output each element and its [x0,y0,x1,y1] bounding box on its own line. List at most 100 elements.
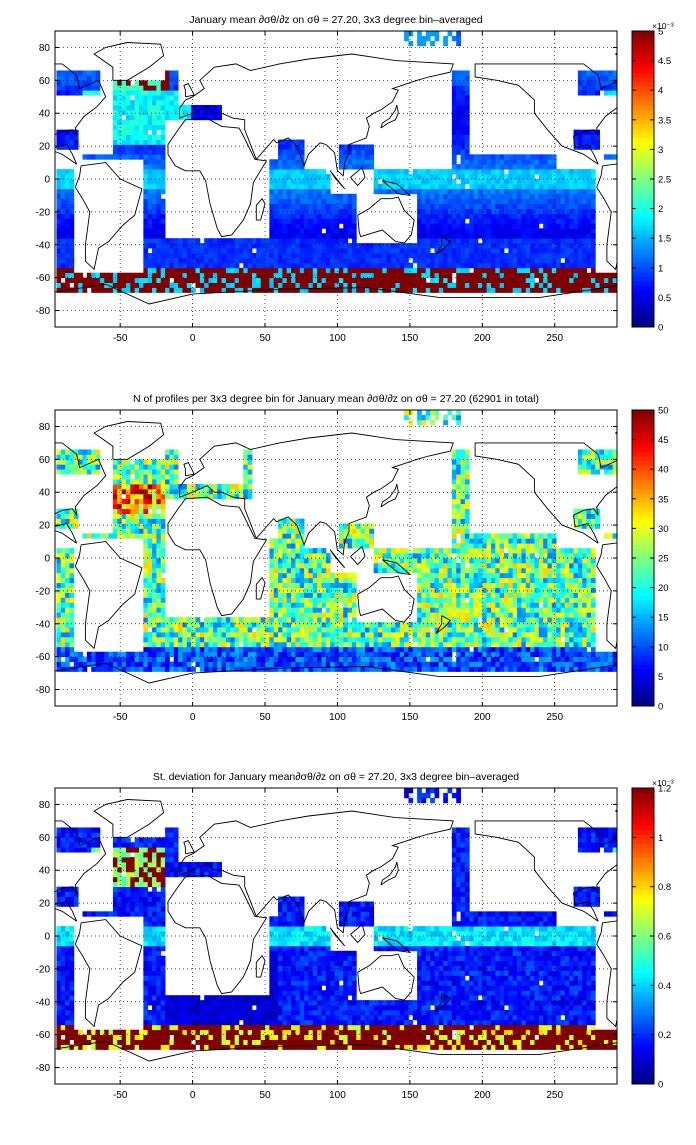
heatmap-cell [561,218,566,223]
heatmap-cell [456,283,461,288]
heatmap-cell [300,184,305,189]
heatmap-cell [143,523,148,528]
heatmap-cell [326,253,331,258]
heatmap-cell [391,657,396,662]
heatmap-cell [561,199,566,204]
heatmap-cell [69,278,74,283]
heatmap-cell [587,204,592,209]
heatmap-cell [365,622,370,627]
heatmap-cell [439,233,444,238]
heatmap-cell [96,533,101,538]
heatmap-cell [465,90,470,95]
heatmap-cell [65,607,70,612]
heatmap-cell [204,632,209,637]
heatmap-cell [456,80,461,85]
heatmap-cell [191,484,196,489]
heatmap-cell [139,667,144,672]
heatmap-cell [143,667,148,672]
heatmap-cell [78,662,83,667]
heatmap-cell [382,642,387,647]
heatmap-cell [495,154,500,159]
heatmap-cell [326,243,331,248]
heatmap-cell [456,647,461,652]
heatmap-cell [139,652,144,657]
heatmap-cell [313,223,318,228]
heatmap-cell [161,647,166,652]
heatmap-cell [313,637,318,642]
heatmap-cell [500,233,505,238]
heatmap-cell [317,622,322,627]
heatmap-cell [478,184,483,189]
heatmap-cell [130,652,135,657]
heatmap-cell [295,189,300,194]
heatmap-cell [61,449,66,454]
heatmap-cell [126,499,131,504]
heatmap-cell [243,622,248,627]
heatmap-cell [587,85,592,90]
heatmap-cell [439,632,444,637]
heatmap-cell [417,627,422,632]
heatmap-cell [278,159,283,164]
heatmap-cell [569,283,574,288]
heatmap-cell [452,115,457,120]
heatmap-cell [552,169,557,174]
heatmap-cell [461,583,466,588]
heatmap-cell [200,647,205,652]
heatmap-cell [348,662,353,667]
heatmap-cell [187,263,192,268]
heatmap-cell [378,248,383,253]
heatmap-cell [143,469,148,474]
heatmap-cell [300,657,305,662]
heatmap-cell [365,258,370,263]
heatmap-cell [196,238,201,243]
heatmap-cell [61,169,66,174]
heatmap-cell [161,563,166,568]
heatmap-cell [326,602,331,607]
heatmap-cell [291,617,296,622]
heatmap-cell [456,469,461,474]
heatmap-cell [421,253,426,258]
heatmap-cell [239,489,244,494]
heatmap-cell [482,204,487,209]
heatmap-cell [408,667,413,672]
heatmap-cell [539,209,544,214]
heatmap-cell [269,209,274,214]
heatmap-cell [404,657,409,662]
heatmap-cell [443,278,448,283]
heatmap-cell [287,548,292,553]
heatmap-cell [495,174,500,179]
heatmap-cell [148,204,153,209]
heatmap-cell [295,288,300,293]
heatmap-cell [313,199,318,204]
heatmap-cell [200,283,205,288]
heatmap-cell [430,657,435,662]
heatmap-cell [122,110,127,115]
heatmap-cell [143,278,148,283]
heatmap-cell [452,258,457,263]
colorbar-swatch [632,207,654,212]
heatmap-cell [461,243,466,248]
heatmap-cell [165,479,170,484]
heatmap-cell [343,268,348,273]
heatmap-cell [117,110,122,115]
heatmap-cell [152,617,157,622]
heatmap-cell [513,194,518,199]
heatmap-cell [295,268,300,273]
heatmap-cell [469,199,474,204]
heatmap-cell [504,164,509,169]
heatmap-cell [408,558,413,563]
heatmap-cell [291,597,296,602]
heatmap-cell [413,627,418,632]
heatmap-cell [152,583,157,588]
heatmap-cell [526,268,531,273]
heatmap-cell [421,622,426,627]
heatmap-cell [161,85,166,90]
heatmap-cell [122,657,127,662]
heatmap-cell [56,179,61,184]
heatmap-cell [265,283,270,288]
heatmap-cell [165,263,170,268]
heatmap-cell [587,194,592,199]
heatmap-cell [369,278,374,283]
heatmap-cell [591,263,596,268]
heatmap-cell [452,523,457,528]
